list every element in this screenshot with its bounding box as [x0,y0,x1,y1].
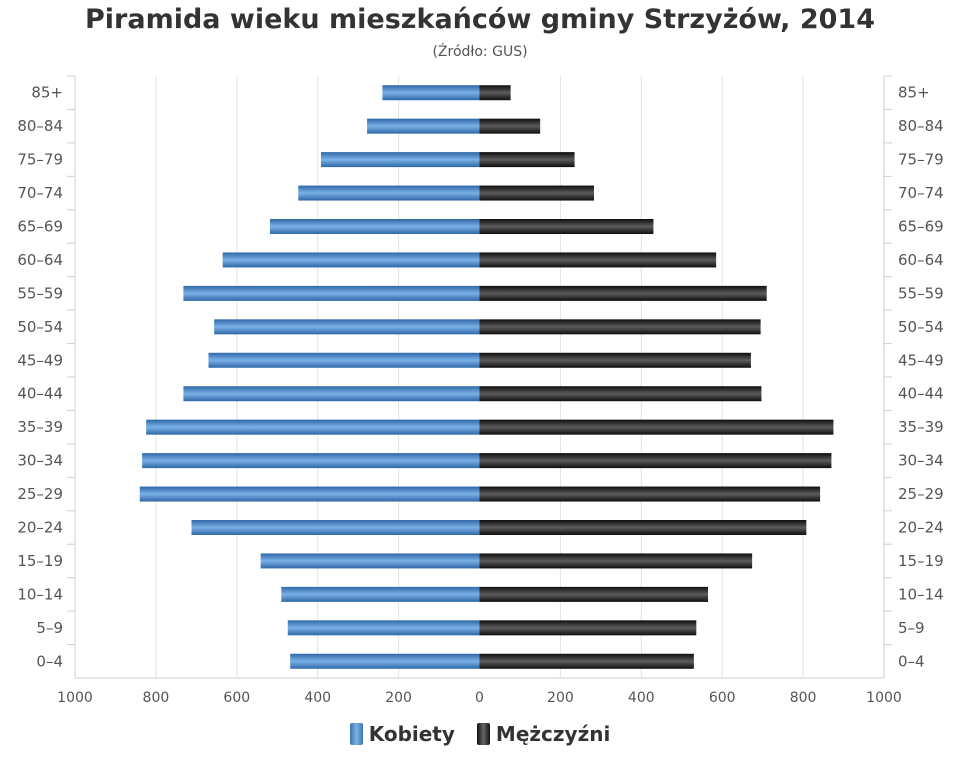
y-tick-label-left: 5–9 [36,619,63,637]
bar-women [290,653,480,669]
y-tick-label-right: 65–69 [898,218,944,236]
y-tick-label-right: 35–39 [898,418,944,436]
bar-women [183,285,480,301]
bar-men [479,85,511,101]
y-tick-label-left: 35–39 [17,418,63,436]
y-tick-label-left: 70–74 [17,184,63,202]
y-tick-label-right: 60–64 [898,251,944,269]
y-tick-label-left: 25–29 [17,485,63,503]
y-tick-label-right: 55–59 [898,284,944,302]
bar-women [367,118,480,134]
bar-men [479,453,832,469]
x-tick-label: 600 [709,690,736,706]
x-tick-label: 1000 [57,690,93,706]
population-pyramid-chart: 85+ 85+ 80–84 80–84 75–79 75–79 70–74 70–74 65–6… [17,75,944,706]
bar-women [320,152,480,168]
y-tick-label-left: 65–69 [17,218,63,236]
y-tick-label-right: 45–49 [898,351,944,369]
bar-men [479,520,807,535]
bar-women [183,386,480,402]
y-tick-label-right: 0–4 [898,652,925,670]
y-tick-label-left: 80–84 [17,117,63,135]
bar-women [142,453,480,469]
y-tick-label-left: 45–49 [17,351,63,369]
y-tick-label-right: 75–79 [898,151,944,169]
bar-women [191,520,480,535]
y-tick-label-right: 25–29 [898,485,944,503]
y-tick-label-left: 75–79 [17,151,63,169]
y-tick-label-right: 15–19 [898,552,944,570]
bar-women [281,586,480,602]
bar-men [479,486,821,502]
legend-item-men[interactable]: Mężczyźni [476,722,611,746]
y-tick-label-right: 80–84 [898,117,944,135]
y-tick-label-right: 40–44 [898,385,944,403]
legend-label-men: Mężczyźni [495,722,611,746]
y-tick-label-left: 15–19 [17,552,63,570]
bar-women [139,486,480,502]
y-tick-label-left: 55–59 [17,284,63,302]
x-tick-label: 800 [790,690,817,706]
legend-swatch-women [349,723,363,745]
y-tick-label-right: 30–34 [898,452,944,470]
y-tick-label-left: 50–54 [17,318,63,336]
y-tick-label-right: 85+ [898,84,930,102]
x-tick-label: 800 [143,690,170,706]
bar-men [479,653,694,669]
y-tick-label-right: 50–54 [898,318,944,336]
x-tick-label: 400 [304,690,331,706]
y-tick-label-left: 40–44 [17,385,63,403]
x-tick-label: 200 [547,690,574,706]
bar-men [479,252,717,268]
bar-women [222,252,480,268]
x-tick-label: 600 [223,690,250,706]
bar-men [479,118,541,134]
y-tick-label-left: 10–14 [17,585,63,603]
y-tick-label-right: 10–14 [898,585,944,603]
y-tick-label-left: 0–4 [36,652,63,670]
bar-men [479,586,709,602]
chart-subtitle: (Źródło: GUS) [432,44,528,60]
x-tick-label: 200 [385,690,412,706]
y-tick-label-left: 60–64 [17,251,63,269]
bar-women [298,185,480,201]
x-tick-label: 0 [475,690,484,706]
bar-women [146,419,480,435]
bar-men [479,219,654,234]
y-tick-label-left: 30–34 [17,452,63,470]
y-tick-label-left: 20–24 [17,519,63,537]
bar-men [479,319,761,335]
bar-men [479,185,594,201]
chart-title: Piramida wieku mieszkańców gminy Strzyżó… [85,4,875,35]
bar-women [208,352,480,368]
bar-men [479,386,762,402]
legend-swatch-men [476,723,490,745]
bar-men [479,152,575,168]
x-tick-label: 1000 [866,690,902,706]
bar-women [260,553,480,569]
y-tick-label-right: 70–74 [898,184,944,202]
legend-item-women[interactable]: Kobiety [349,722,455,746]
bar-men [479,620,697,636]
y-tick-label-right: 5–9 [898,619,925,637]
legend: Kobiety Mężczyźni [0,722,960,746]
bar-men [479,352,751,368]
bar-men [479,553,753,569]
bar-women [269,219,480,234]
bar-women [287,620,480,636]
y-tick-label-right: 20–24 [898,519,944,537]
bar-men [479,285,767,301]
y-tick-label-left: 85+ [31,84,63,102]
bar-women [214,319,480,335]
legend-label-women: Kobiety [368,722,455,746]
bar-men [479,419,834,435]
x-tick-label: 400 [628,690,655,706]
bar-women [382,85,480,101]
